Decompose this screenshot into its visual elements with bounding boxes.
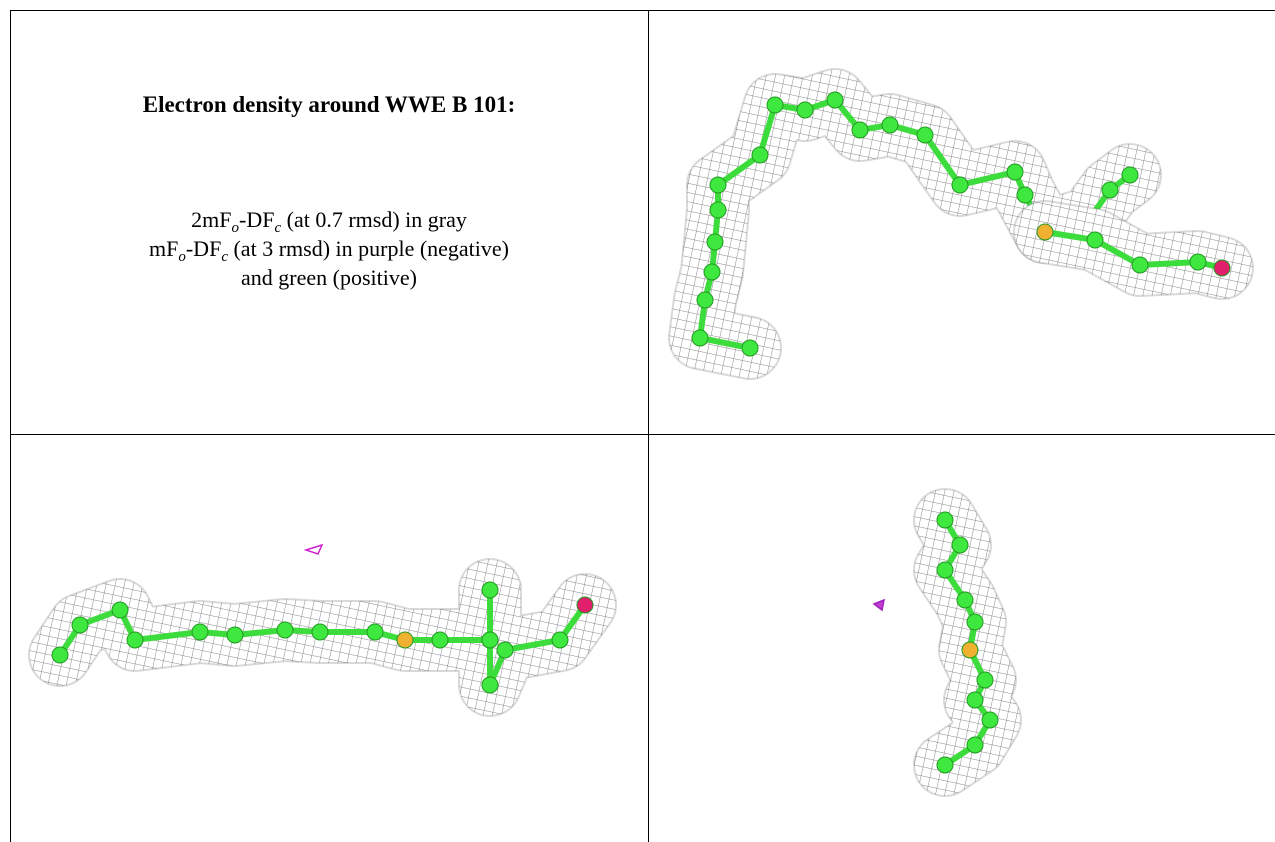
atom [796, 101, 814, 119]
difference-density [872, 598, 886, 612]
cell-title: Electron density around WWE B 101: [142, 92, 516, 117]
atom [51, 646, 69, 664]
table-border [10, 10, 1275, 842]
text: mF [149, 236, 179, 261]
atom [961, 641, 979, 659]
atom [496, 641, 514, 659]
atom [1131, 256, 1149, 274]
atom [751, 146, 769, 164]
atom [741, 339, 759, 357]
text: -DF [185, 236, 222, 261]
atom [576, 596, 594, 614]
atom [226, 626, 244, 644]
text: (at 0.7 rmsd) in gray [281, 207, 467, 232]
atom [311, 623, 329, 641]
atom [1213, 259, 1231, 277]
atom [966, 613, 984, 631]
text: and green (positive) [241, 265, 417, 290]
atom [1121, 166, 1139, 184]
atom [936, 511, 954, 529]
atom [851, 121, 869, 139]
atom [706, 233, 724, 251]
atom [1006, 163, 1024, 181]
atom [481, 631, 499, 649]
legend-line: mFo-DFc (at 3 rmsd) in purple (negative) [10, 234, 648, 265]
atom [936, 756, 954, 774]
atom [981, 711, 999, 729]
atom [766, 96, 784, 114]
atom [396, 631, 414, 649]
atom [1189, 253, 1207, 271]
atom [276, 621, 294, 639]
atom [366, 623, 384, 641]
subscript: o [178, 249, 186, 265]
text: (at 3 rmsd) in purple (negative) [227, 236, 509, 261]
atom [551, 631, 569, 649]
atom [1016, 186, 1034, 204]
atom [966, 691, 984, 709]
atom [951, 176, 969, 194]
atom [126, 631, 144, 649]
atom [826, 91, 844, 109]
atom [966, 736, 984, 754]
legend-line: 2mFo-DFc (at 0.7 rmsd) in gray [10, 205, 648, 236]
legend-line: and green (positive) [10, 263, 648, 292]
atom [956, 591, 974, 609]
atom [431, 631, 449, 649]
text: -DF [239, 207, 275, 232]
difference-density [303, 543, 324, 555]
atom [881, 116, 899, 134]
atom [696, 291, 714, 309]
atom [976, 671, 994, 689]
atom [936, 561, 954, 579]
text: 2mF [191, 207, 232, 232]
atom [1101, 181, 1119, 199]
subscript: c [221, 249, 228, 265]
atom [1086, 231, 1104, 249]
subscript: o [231, 220, 240, 236]
atom [191, 623, 209, 641]
cell-legend: 2mFo-DFc (at 0.7 rmsd) in gray mFo-DFc (a… [10, 205, 648, 292]
atom [111, 601, 129, 619]
atom [1036, 223, 1054, 241]
atom [703, 263, 721, 281]
atom [691, 329, 709, 347]
molecule-views [28, 68, 1254, 797]
subscript: c [274, 220, 282, 236]
atom [951, 536, 969, 554]
atom [71, 616, 89, 634]
atom [481, 581, 499, 599]
atom [709, 176, 727, 194]
atom [916, 126, 934, 144]
atom [709, 201, 727, 219]
atom [481, 676, 499, 694]
